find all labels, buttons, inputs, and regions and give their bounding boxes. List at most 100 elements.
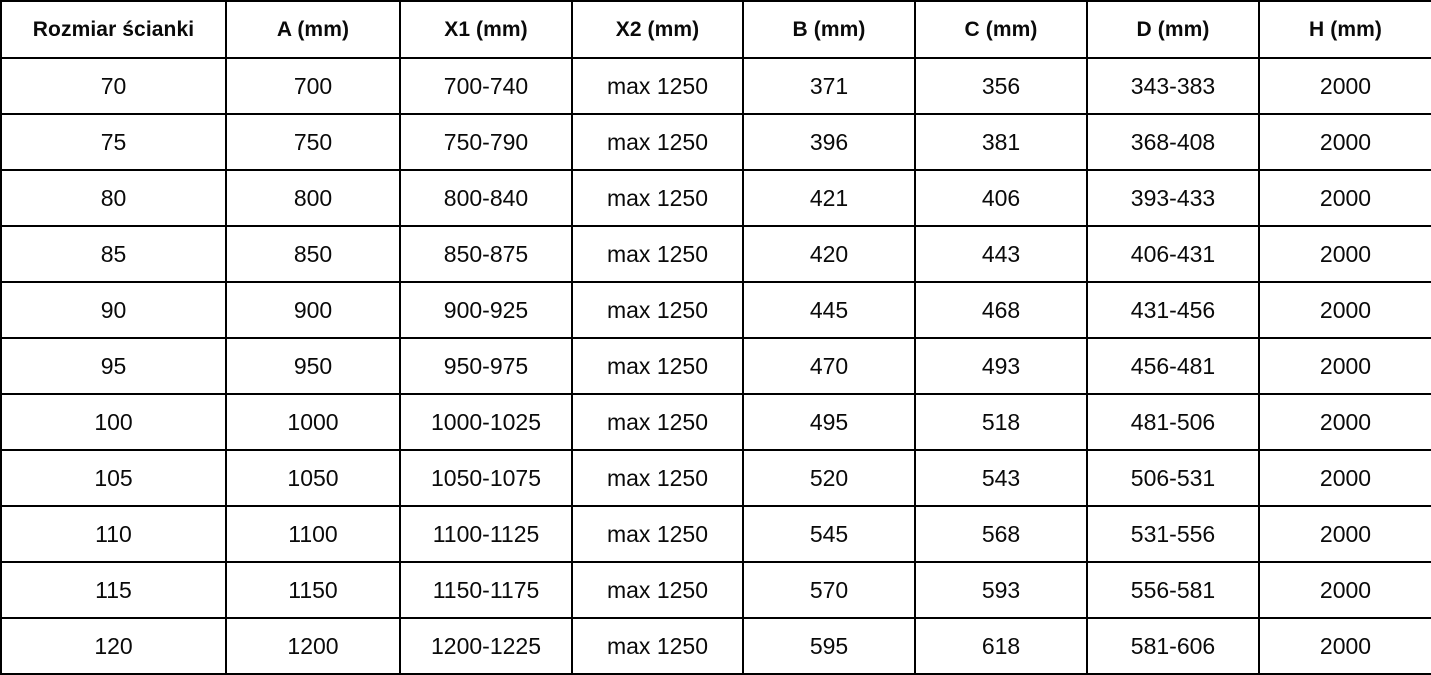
column-header-b: B (mm) [742, 0, 916, 59]
cell-a: 750 [225, 113, 401, 171]
cell-x2: max 1250 [571, 57, 744, 115]
cell-b: 420 [742, 225, 916, 283]
cell-size: 90 [0, 281, 227, 339]
cell-a: 900 [225, 281, 401, 339]
cell-c: 406 [914, 169, 1088, 227]
cell-c: 618 [914, 617, 1088, 675]
cell-size: 115 [0, 561, 227, 619]
cell-x1: 900-925 [399, 281, 573, 339]
cell-d: 556-581 [1086, 561, 1260, 619]
cell-c: 356 [914, 57, 1088, 115]
cell-h: 2000 [1258, 281, 1431, 339]
cell-d: 368-408 [1086, 113, 1260, 171]
cell-size: 105 [0, 449, 227, 507]
table-row: 75 750 750-790 max 1250 396 381 368-408 2000 [0, 113, 1431, 171]
table-header: Rozmiar ścianki A (mm) X1 (mm) X2 (mm) B… [0, 0, 1431, 59]
cell-b: 396 [742, 113, 916, 171]
cell-a: 700 [225, 57, 401, 115]
cell-x2: max 1250 [571, 449, 744, 507]
table-row: 70 700 700-740 max 1250 371 356 343-383 2000 [0, 57, 1431, 115]
cell-c: 568 [914, 505, 1088, 563]
cell-d: 506-531 [1086, 449, 1260, 507]
cell-c: 493 [914, 337, 1088, 395]
column-header-h: H (mm) [1258, 0, 1431, 59]
cell-x2: max 1250 [571, 393, 744, 451]
cell-c: 443 [914, 225, 1088, 283]
column-header-x2: X2 (mm) [571, 0, 744, 59]
cell-size: 70 [0, 57, 227, 115]
cell-size: 85 [0, 225, 227, 283]
column-header-c: C (mm) [914, 0, 1088, 59]
cell-size: 100 [0, 393, 227, 451]
table-row: 115 1150 1150-1175 max 1250 570 593 556-581 200… [0, 561, 1431, 619]
cell-h: 2000 [1258, 113, 1431, 171]
cell-x2: max 1250 [571, 505, 744, 563]
table-row: 110 1100 1100-1125 max 1250 545 568 531-556 200… [0, 505, 1431, 563]
cell-d: 431-456 [1086, 281, 1260, 339]
cell-h: 2000 [1258, 449, 1431, 507]
table-row: 95 950 950-975 max 1250 470 493 456-481 2000 [0, 337, 1431, 395]
cell-d: 581-606 [1086, 617, 1260, 675]
table-row: 100 1000 1000-1025 max 1250 495 518 481-506 200… [0, 393, 1431, 451]
cell-h: 2000 [1258, 505, 1431, 563]
cell-d: 393-433 [1086, 169, 1260, 227]
cell-size: 80 [0, 169, 227, 227]
cell-h: 2000 [1258, 561, 1431, 619]
cell-x1: 1000-1025 [399, 393, 573, 451]
cell-b: 520 [742, 449, 916, 507]
cell-x1: 1150-1175 [399, 561, 573, 619]
cell-d: 531-556 [1086, 505, 1260, 563]
cell-a: 1000 [225, 393, 401, 451]
cell-h: 2000 [1258, 393, 1431, 451]
table-row: 90 900 900-925 max 1250 445 468 431-456 2000 [0, 281, 1431, 339]
cell-h: 2000 [1258, 337, 1431, 395]
cell-c: 381 [914, 113, 1088, 171]
cell-x2: max 1250 [571, 617, 744, 675]
column-header-x1: X1 (mm) [399, 0, 573, 59]
cell-h: 2000 [1258, 169, 1431, 227]
cell-b: 570 [742, 561, 916, 619]
cell-b: 371 [742, 57, 916, 115]
cell-c: 543 [914, 449, 1088, 507]
cell-size: 95 [0, 337, 227, 395]
table-row: 85 850 850-875 max 1250 420 443 406-431 2000 [0, 225, 1431, 283]
cell-x2: max 1250 [571, 225, 744, 283]
cell-b: 445 [742, 281, 916, 339]
cell-x2: max 1250 [571, 113, 744, 171]
cell-d: 343-383 [1086, 57, 1260, 115]
cell-a: 1100 [225, 505, 401, 563]
cell-b: 421 [742, 169, 916, 227]
column-header-size: Rozmiar ścianki [0, 0, 227, 59]
cell-a: 800 [225, 169, 401, 227]
cell-a: 1050 [225, 449, 401, 507]
table-header-row: Rozmiar ścianki A (mm) X1 (mm) X2 (mm) B… [0, 0, 1431, 59]
cell-h: 2000 [1258, 225, 1431, 283]
cell-c: 518 [914, 393, 1088, 451]
cell-x2: max 1250 [571, 169, 744, 227]
cell-d: 406-431 [1086, 225, 1260, 283]
cell-a: 1200 [225, 617, 401, 675]
cell-c: 468 [914, 281, 1088, 339]
table-row: 80 800 800-840 max 1250 421 406 393-433 2000 [0, 169, 1431, 227]
cell-c: 593 [914, 561, 1088, 619]
cell-a: 1150 [225, 561, 401, 619]
column-header-d: D (mm) [1086, 0, 1260, 59]
table-body: 70 700 700-740 max 1250 371 356 343-383 2000 75 7… [0, 57, 1431, 675]
cell-x2: max 1250 [571, 337, 744, 395]
cell-size: 120 [0, 617, 227, 675]
cell-b: 495 [742, 393, 916, 451]
cell-x1: 1050-1075 [399, 449, 573, 507]
cell-b: 545 [742, 505, 916, 563]
cell-size: 75 [0, 113, 227, 171]
cell-x1: 1200-1225 [399, 617, 573, 675]
cell-size: 110 [0, 505, 227, 563]
cell-h: 2000 [1258, 57, 1431, 115]
cell-a: 850 [225, 225, 401, 283]
cell-x1: 750-790 [399, 113, 573, 171]
cell-d: 481-506 [1086, 393, 1260, 451]
cell-x1: 800-840 [399, 169, 573, 227]
cell-x1: 950-975 [399, 337, 573, 395]
table-row: 105 1050 1050-1075 max 1250 520 543 506-531 200… [0, 449, 1431, 507]
cell-h: 2000 [1258, 617, 1431, 675]
